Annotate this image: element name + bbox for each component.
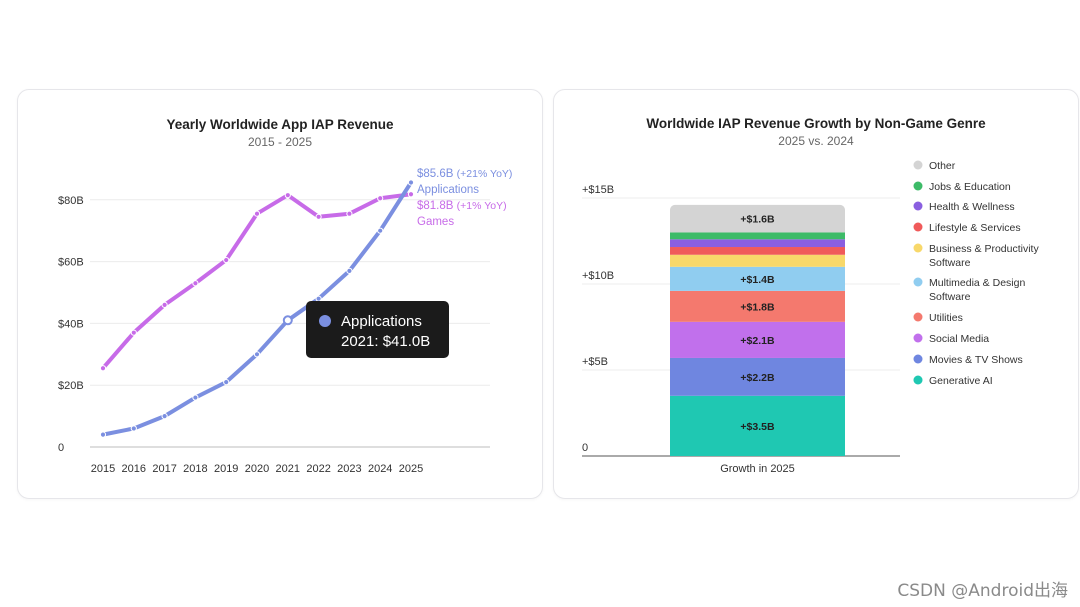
legend-swatch (913, 354, 923, 364)
data-point (161, 301, 168, 308)
segment-data-label: +$3.5B (740, 421, 775, 433)
data-point (377, 227, 384, 234)
end-value-label: $81.8B (+1% YoY) (417, 200, 507, 212)
legend-swatch (913, 222, 923, 232)
x-tick-label: 2022 (306, 463, 330, 475)
legend-label: Business & Productivity (929, 243, 1039, 255)
tooltip-marker (319, 315, 331, 327)
chart-subtitle: 2025 vs. 2024 (778, 134, 854, 148)
app-iap-revenue-card: Yearly Worldwide App IAP Revenue 2015 - … (17, 89, 543, 499)
legend-label: Multimedia & Design (929, 277, 1025, 289)
data-point (130, 329, 137, 336)
segment-data-label: +$1.8B (740, 301, 775, 313)
bar-segment (670, 232, 845, 240)
bar-segment (670, 247, 845, 255)
legend-label: Health & Wellness (929, 201, 1015, 213)
legend-label: Other (929, 160, 956, 172)
chart-subtitle: 2015 - 2025 (248, 135, 312, 149)
x-tick-label: 2025 (399, 463, 423, 475)
x-tick-label: 2018 (183, 463, 207, 475)
y-tick-label: +$5B (582, 356, 608, 368)
x-tick-label: 2019 (214, 463, 238, 475)
x-tick-label: 2024 (368, 463, 392, 475)
genre-growth-stacked-bar-chart: Worldwide IAP Revenue Growth by Non-Game… (582, 116, 1039, 475)
segment-data-label: +$2.1B (740, 335, 775, 347)
data-point (130, 425, 137, 432)
data-point (346, 210, 353, 217)
y-tick-label: +$15B (582, 184, 614, 196)
end-series-label: Applications (417, 184, 479, 196)
data-point (99, 431, 107, 438)
data-point (407, 191, 415, 198)
chart-title: Worldwide IAP Revenue Growth by Non-Game… (646, 116, 986, 131)
data-point (161, 413, 168, 420)
x-tick-label: 2017 (152, 463, 176, 475)
legend-label-cont: Software (929, 257, 971, 269)
bar-segment (670, 239, 845, 248)
x-tick-label: 2023 (337, 463, 361, 475)
data-point (223, 379, 230, 386)
y-tick-label: $40B (58, 318, 84, 330)
legend-label: Social Media (929, 333, 989, 345)
tooltip-box (306, 301, 449, 358)
legend-swatch (913, 243, 923, 253)
genre-growth-card: Worldwide IAP Revenue Growth by Non-Game… (553, 89, 1079, 499)
data-point (284, 192, 291, 199)
segment-data-label: +$1.6B (740, 214, 775, 226)
x-tick-label: 2016 (122, 463, 146, 475)
legend-swatch (913, 160, 923, 170)
legend-swatch (913, 277, 923, 287)
tooltip-value: 2021: $41.0B (341, 333, 430, 350)
legend-label: Utilities (929, 312, 963, 324)
data-point (223, 256, 230, 264)
legend-label: Jobs & Education (929, 181, 1011, 193)
data-point (99, 365, 107, 372)
legend-swatch (913, 375, 923, 385)
end-series-label: Games (417, 216, 454, 228)
legend-swatch (913, 333, 923, 343)
tooltip: Applications 2021: $41.0B (306, 301, 449, 358)
watermark-text: CSDN @Android出海 (897, 581, 1068, 601)
bar-segment (670, 290, 845, 322)
legend-swatch (913, 312, 923, 322)
hovered-point (282, 315, 293, 326)
app-iap-revenue-line-chart: Yearly Worldwide App IAP Revenue 2015 - … (58, 117, 512, 475)
legend-label: Generative AI (929, 375, 993, 387)
y-tick-label: $60B (58, 257, 84, 269)
bar-segment (670, 254, 845, 267)
end-value-label: $85.6B (+21% YoY) (417, 168, 512, 180)
bar-segment-fill (670, 210, 845, 233)
data-point (192, 394, 199, 401)
y-tick-label: $80B (58, 195, 84, 207)
segment-data-label: +$2.2B (740, 372, 775, 384)
chart-title: Yearly Worldwide App IAP Revenue (166, 117, 394, 132)
legend-swatch (913, 181, 923, 191)
x-tick-label: 2020 (245, 463, 269, 475)
legend-label-cont: Software (929, 291, 971, 303)
y-tick-label: 0 (58, 442, 64, 454)
bar-segment (670, 266, 845, 291)
data-point (253, 351, 261, 358)
data-point (253, 210, 261, 217)
tooltip-title: Applications (341, 313, 422, 330)
y-tick-label: 0 (582, 442, 588, 454)
x-category-label: Growth in 2025 (720, 463, 795, 475)
y-tick-label: +$10B (582, 270, 614, 282)
bar-segment (670, 357, 845, 396)
bar-segment (670, 321, 845, 358)
legend-swatch (913, 201, 923, 211)
x-tick-label: 2021 (276, 463, 300, 475)
data-point (346, 267, 353, 274)
bar-segment (670, 395, 845, 456)
x-tick-label: 2015 (91, 463, 115, 475)
data-point (407, 179, 415, 186)
data-point (192, 280, 199, 287)
y-tick-label: $20B (58, 380, 84, 392)
legend-label: Movies & TV Shows (929, 354, 1023, 366)
legend-label: Lifestyle & Services (929, 222, 1021, 234)
data-point (315, 213, 322, 220)
data-point (315, 295, 322, 302)
segment-data-label: +$1.4B (740, 274, 775, 286)
data-point (377, 195, 384, 202)
